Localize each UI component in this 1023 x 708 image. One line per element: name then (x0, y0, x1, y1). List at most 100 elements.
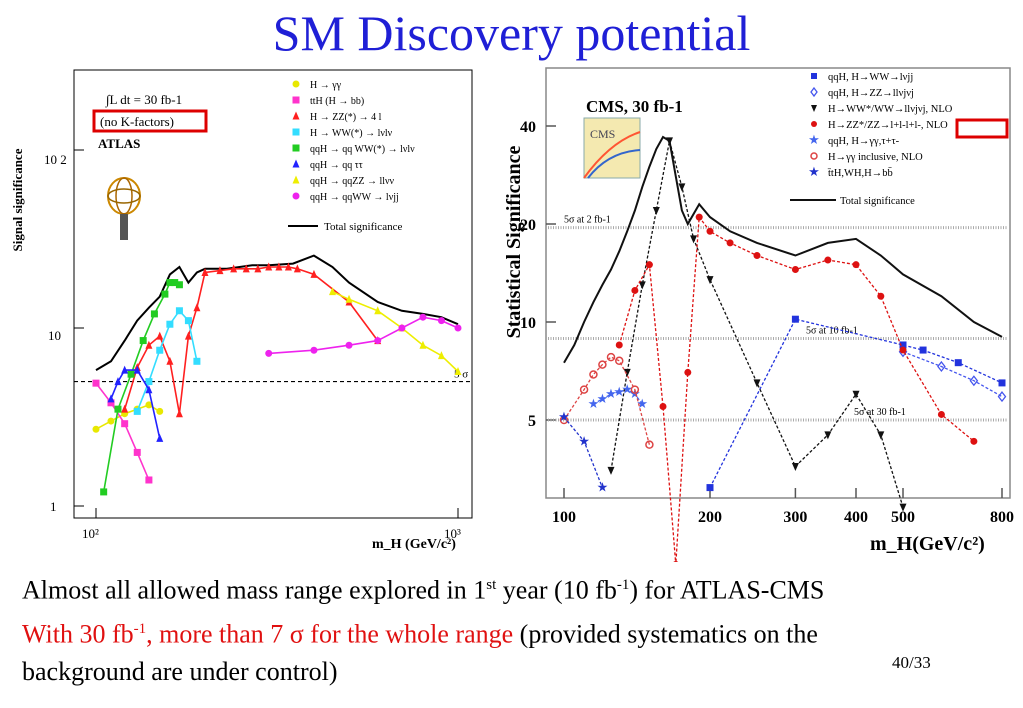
cms-point-WW (690, 235, 698, 244)
cms-point-qqZZ (937, 360, 946, 373)
atlas-point-qqZZ (374, 306, 382, 315)
atlas-point-WW (145, 378, 153, 386)
atlas-legend-marker-ttH (292, 96, 300, 104)
atlas-point-qqWWjj (437, 317, 445, 325)
atlas-ytick-100: 10 2 (44, 152, 67, 167)
cms-point-qqWWjj (998, 379, 1006, 387)
cms-xlabel: m_H(GeV/c²) (870, 533, 985, 555)
cms-legend: qqH, H→WW→lνjj qqH, H→ZZ→llνjνj H→WW*/WW→l… (790, 72, 1009, 207)
atlas-point-ZZ (184, 331, 192, 340)
atlas-point-qqtt (145, 385, 153, 394)
atlas-legend-marker-WW (292, 128, 300, 136)
cms-point-yy (559, 415, 569, 425)
atlas-legend-marker-qqZZ (292, 175, 300, 184)
atlas-box-line3: ATLAS (98, 136, 140, 151)
cms-point-ZZ (645, 261, 653, 269)
cms-point-ZZ (852, 261, 860, 269)
caption-line-2: With 30 fb-1, more than 7 σ for the whol… (22, 619, 818, 649)
cms-legend-marker-qqZZ (810, 86, 818, 98)
cms-point-WW (791, 462, 799, 471)
cms-xtick-label: 300 (783, 509, 807, 526)
atlas-point-qqWWjj (419, 313, 427, 321)
atlas-point-qqtt (114, 377, 122, 386)
atlas-legend-marker-yy (292, 80, 300, 88)
atlas-point-ZZ (310, 269, 318, 278)
cms-point-qqyy: ★ (613, 384, 625, 399)
atlas-legend-marker-ZZ (292, 111, 300, 120)
cms-point-yy (606, 352, 616, 362)
atlas-point-yy (145, 401, 153, 409)
cms-point-ZZ (695, 213, 703, 221)
atlas-point-WW (175, 307, 183, 315)
cms-legend-label-qqWWjj: qqH, H→WW→lνjj (828, 72, 913, 83)
cms-point-ttH: ★ (578, 433, 590, 448)
atlas-point-ZZ (175, 409, 183, 418)
atlas-point-ttH (133, 448, 141, 456)
atlas-point-ZZ (156, 331, 164, 340)
cms-legend-label-total: Total significance (840, 196, 915, 207)
cms-point-ZZ (753, 252, 761, 260)
cms-legend-marker-ttH: ★ (808, 164, 820, 179)
atlas-point-ZZ (121, 404, 129, 413)
atlas-point-yy (92, 425, 100, 433)
cms-point-WW (607, 466, 615, 475)
svg-text:Signal significance: Signal significance (10, 148, 25, 251)
cms-legend-label-WW: H→WW*/WW→llνjνj, NLO (828, 104, 953, 115)
atlas-legend: H → γγ ttH (H → bb) H → ZZ(*) → 4 l H → WW(… (288, 80, 415, 233)
cms-legend-label-qqyy: qqH, H→γγ,τ+τ- (828, 136, 900, 147)
cms-chart: Statistical Significance 5 10 20 40 100 200 3… (503, 67, 1014, 562)
cms-point-WW (665, 137, 673, 146)
atlas-point-WW (193, 357, 201, 365)
atlas-legend-marker-qqWWjj (292, 192, 300, 200)
atlas-point-ZZ (265, 262, 273, 271)
cms-point-qqyy: ★ (605, 386, 617, 401)
atlas-point-qqWW (161, 290, 169, 298)
atlas-ytick-10: 10 (48, 328, 61, 343)
cms-point-ZZ (791, 265, 799, 273)
cms-point-qqWWjj (706, 484, 714, 492)
cms-point-qqWWjj (919, 346, 927, 354)
cms-legend-marker-WW (811, 105, 817, 112)
atlas-point-ttH (107, 399, 115, 407)
atlas-legend-label-yy: H → γγ (310, 80, 342, 91)
caption-line-1: Almost all allowed mass range explored i… (22, 575, 825, 605)
cms-nlo-highlight-box (955, 118, 1009, 139)
cms-point-ZZ (659, 403, 667, 411)
cms-legend-marker-yy (810, 152, 818, 160)
cms-point-qqyy: ★ (597, 391, 609, 406)
cms-point-yy (579, 385, 589, 394)
atlas-point-qqtt (133, 365, 141, 374)
cms-point-ZZ (824, 256, 832, 264)
cms-point-qqyy: ★ (621, 382, 633, 397)
cms-ytick-label: 20 (520, 217, 536, 234)
atlas-point-ZZ (242, 264, 250, 273)
cms-legend-label-ZZ: H→ZZ*/ZZ→l+l-l+l-, NLO (828, 120, 948, 131)
atlas-point-qqtt (121, 365, 129, 374)
atlas-point-qqtt (156, 433, 164, 442)
atlas-point-yy (107, 417, 115, 425)
cms-xtick-label: 800 (990, 509, 1014, 526)
atlas-point-ZZ (145, 340, 153, 349)
cms-point-ZZ (937, 410, 945, 418)
atlas-legend-label-qqtt: qqH → qq ττ (310, 160, 363, 171)
atlas-point-qqWWjj (345, 341, 353, 349)
cms-point-yy (589, 370, 598, 379)
cms-point-WW (753, 379, 761, 388)
cms-point-yy (598, 360, 607, 369)
cms-threshold-label: 5σ at 2 fb-1 (564, 215, 611, 226)
cms-point-qqyy: ★ (636, 396, 648, 411)
atlas-logo (107, 177, 141, 240)
atlas-point-ZZ (216, 266, 224, 275)
atlas-point-qqWW (150, 310, 158, 318)
atlas-point-qqZZ (419, 340, 427, 349)
cms-point-WW (899, 503, 907, 512)
cms-legend-label-ttH: t̄tH,WH,H→bb̄ (827, 167, 892, 179)
atlas-point-qqZZ (345, 294, 353, 303)
atlas-point-ttH (121, 420, 129, 428)
caption-line-3: background are under control) (22, 657, 338, 687)
atlas-legend-marker-qqtt (292, 159, 300, 168)
cms-series-total (563, 135, 1003, 364)
cms-point-ZZ (684, 368, 692, 376)
cms-point-ZZ (899, 346, 907, 354)
cms-threshold-label: 5σ at 30 fb-1 (854, 407, 906, 418)
